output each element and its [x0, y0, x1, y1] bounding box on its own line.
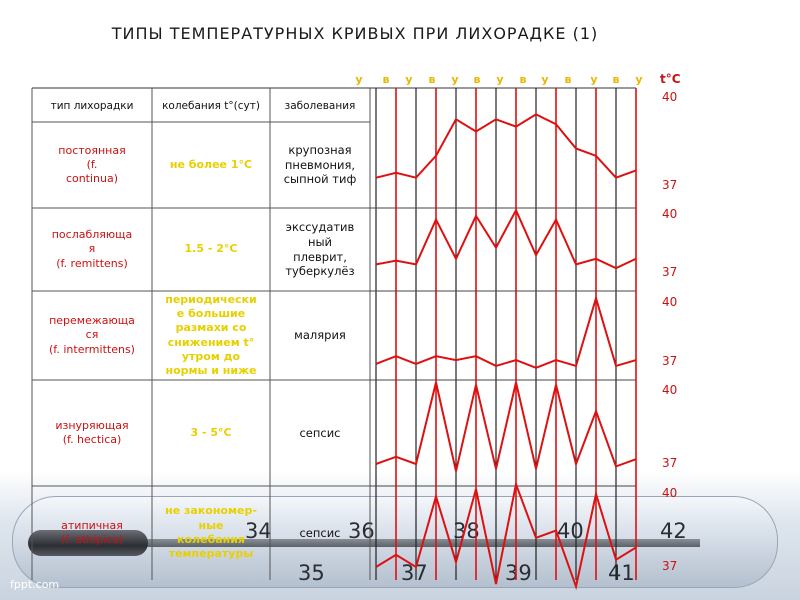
- tick-37-row-2: 37: [662, 265, 678, 279]
- disease-cell-3: малярия: [294, 328, 346, 343]
- tick-40-row-3: 40: [662, 295, 678, 309]
- tick-37-row-1: 37: [662, 178, 678, 192]
- tick-40-row-4: 40: [662, 383, 678, 397]
- fever-type-cell-1: постоянная (f. continua): [58, 143, 126, 186]
- tick-37-row-5: 37: [662, 559, 678, 573]
- day-label-2: в: [382, 73, 390, 86]
- day-label-11: у: [590, 73, 598, 86]
- disease-cell-1: крупозная пневмония, сыпной тиф: [283, 142, 357, 187]
- thermometer-bulb: [28, 530, 148, 556]
- temperature-curve-row-2: [375, 208, 637, 270]
- day-label-3: у: [405, 73, 413, 86]
- day-label-4: в: [428, 73, 436, 86]
- tick-37-row-4: 37: [662, 456, 678, 470]
- temperature-curve-row-5: [375, 480, 637, 591]
- day-label-10: в: [564, 73, 572, 86]
- variation-cell-4: 3 - 5°C: [190, 425, 232, 439]
- tick-37-row-3: 37: [662, 354, 678, 368]
- thermo-scale-bottom-4: 41: [608, 561, 635, 585]
- fever-type-cell-3: перемежающа ся (f. intermittens): [49, 314, 135, 356]
- fever-type-cell-4: изнуряющая (f. hectica): [55, 418, 129, 446]
- thermo-scale-top-4: 40: [557, 519, 584, 543]
- day-label-6: в: [473, 73, 481, 86]
- thermo-scale-bottom-3: 39: [505, 561, 532, 585]
- temperature-curve-row-4: [375, 382, 637, 472]
- day-label-7: у: [496, 73, 504, 86]
- variation-cell-3: периодически е большие размахи со снижен…: [165, 292, 257, 378]
- disease-cell-5: сепсис: [299, 525, 341, 540]
- day-label-13: у: [635, 73, 643, 86]
- tick-40-row-2: 40: [662, 207, 678, 221]
- day-label-5: у: [451, 73, 459, 86]
- disease-cell-2: экссудатив ный плеврит, туберкулёз: [285, 219, 355, 279]
- thermometer-mercury-column: [140, 539, 700, 547]
- variation-cell-2: 1.5 - 2°C: [184, 242, 238, 256]
- day-label-9: у: [541, 73, 549, 86]
- footer-credit: fppt.com: [10, 578, 60, 591]
- header-variation: колебания t°(сут): [162, 100, 260, 112]
- thermo-scale-bottom-1: 35: [298, 561, 325, 585]
- variation-cell-5: не закономер- ные колебания температуры: [165, 504, 257, 561]
- fever-type-cell-2: послабляюща я (f. remittens): [51, 228, 133, 270]
- day-label-1: у: [355, 73, 363, 86]
- header-diseases: заболевания: [284, 100, 356, 112]
- thermo-scale-top-1: 34: [245, 519, 272, 543]
- tick-40-row-5: 40: [662, 486, 678, 500]
- header-fever-type: тип лихорадки: [50, 100, 134, 112]
- thermo-scale-top-5: 42: [660, 519, 687, 543]
- variation-cell-1: не более 1°C: [169, 157, 253, 171]
- page-title: ТИПЫ ТЕМПЕРАТУРНЫХ КРИВЫХ ПРИ ЛИХОРАДКЕ …: [111, 24, 599, 43]
- temperature-unit-label: t°C: [660, 72, 681, 86]
- tick-40-row-1: 40: [662, 90, 678, 104]
- temperature-curve-row-3: [375, 294, 637, 369]
- day-label-12: в: [612, 73, 620, 86]
- temperature-curve-row-1: [375, 113, 637, 179]
- day-label-8: в: [519, 73, 527, 86]
- disease-cell-4: сепсис: [299, 425, 341, 440]
- fever-type-cell-5: атипичная (f. athipica): [60, 518, 124, 546]
